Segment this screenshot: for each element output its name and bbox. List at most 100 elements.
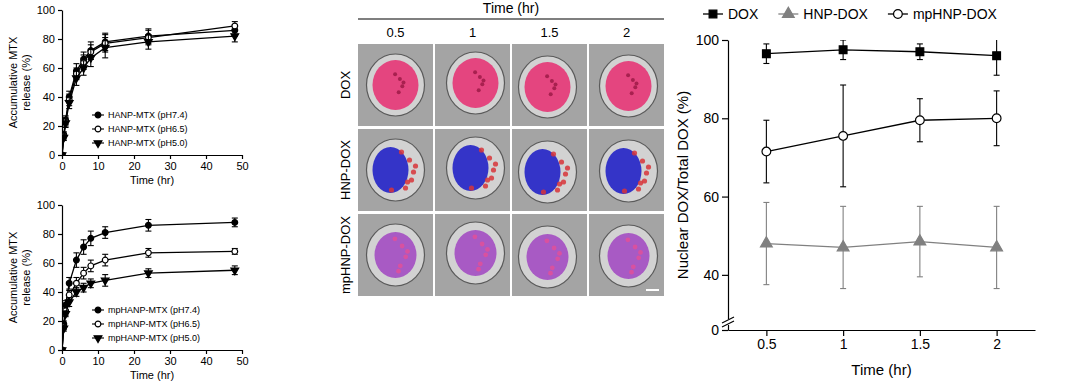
error-bar-cap [102,34,108,35]
y-axis-title-line: release (%) [20,54,32,110]
cell-body [367,54,425,116]
nucleus [453,145,489,191]
error-bar [840,40,846,60]
particle-signal [483,252,488,257]
x-axis-title: Time (hr) [130,369,174,381]
data-point [914,235,926,245]
tick: 80 [703,110,728,126]
micrograph [589,129,664,211]
x-axis-title: Time (hr) [130,174,174,186]
data-point [992,114,1001,123]
error-bar-cap [73,287,79,288]
data-point [232,249,238,255]
tick-label: 40 [703,267,719,283]
particle-signal [541,189,546,194]
y-axis-title-line: Accumulative MTX [7,231,19,323]
particle-signal [491,167,496,172]
particle-signal [552,246,557,251]
particle-signal [487,155,492,160]
data-point [74,280,80,286]
nucleus [525,149,561,195]
error-bar-cap [763,120,769,121]
y-axis-title-line: Accumulative MTX [7,36,19,128]
particle-signal [646,164,651,169]
tick: 50 [236,350,248,367]
data-point [88,235,94,241]
error-bar-cap [145,219,151,220]
chart-panel: 01020304050020406080100Time (hr)Accumula… [7,199,249,381]
y-axis: 0406080100 [696,32,729,338]
tick-mark [98,350,99,354]
tick-mark [58,10,62,11]
cell-body [519,56,577,118]
data-point [916,48,924,56]
micrograph [512,129,587,211]
error-bar-cap [994,75,1000,76]
micrograph-background [435,129,510,211]
nucleolus [393,72,397,76]
error-bar-cap [232,218,238,219]
error-bar [66,291,72,300]
legend-marker [894,10,903,19]
error-bar-cap [73,70,79,71]
particle-signal [644,170,649,175]
data-point [760,237,772,247]
nucleolus [635,82,639,86]
tick-label: 20 [43,315,55,327]
nucleus [606,61,652,111]
tick: 30 [164,350,176,367]
particle-signal [638,250,643,255]
series-line [766,118,996,151]
error-bar-cap [88,271,94,272]
data-point [62,153,66,155]
tick: 20 [43,315,62,327]
data-point [102,257,108,263]
row-label: DOX [338,71,353,100]
nucleus [525,62,571,112]
data-point [232,23,238,29]
axis-break-mark [722,321,734,327]
error-bar [145,220,151,232]
particle-signal [469,185,474,190]
error-bar-cap [232,21,238,22]
data-point [762,147,771,156]
data-point [102,230,108,236]
data-point [81,270,87,276]
x-axis: 01020304050 [59,350,248,367]
tick-label: 30 [164,355,176,367]
cell-body [600,140,658,202]
tick-label: 20 [128,355,140,367]
tick: 10 [92,155,104,172]
legend-label: mpHNP-DOX [913,6,998,22]
error-bar-cap [81,54,87,55]
error-bar-cap [81,75,87,76]
micrograph-background [512,44,587,126]
particle-signal [636,255,641,260]
particle-signal [493,161,498,166]
tick-mark [98,155,99,159]
error-bar-cap [994,206,1000,207]
tick-label: 0 [49,149,55,161]
error-bar [66,278,72,290]
error-bar [102,38,108,58]
cell-body [447,52,505,114]
particle-signal [480,242,485,247]
error-bar-cap [88,66,94,67]
error-bar-cap [232,226,238,227]
cell-body [367,139,425,201]
legend: DOXHNP-DOXmpHNP-DOX [703,6,998,22]
nucleolus [477,88,481,92]
data-point [80,285,88,292]
particle-signal [565,165,570,170]
particle-signal [561,179,566,184]
error-bar-cap [840,186,846,187]
micrograph-background [435,44,510,126]
error-bar-cap [66,289,72,290]
particle-signal [476,267,481,272]
error-bar-cap [88,49,94,50]
tick-mark [62,155,63,159]
error-bar-cap [917,276,923,277]
data-point [87,56,95,63]
particle-signal [633,245,638,250]
error-bar-cap [66,297,72,298]
